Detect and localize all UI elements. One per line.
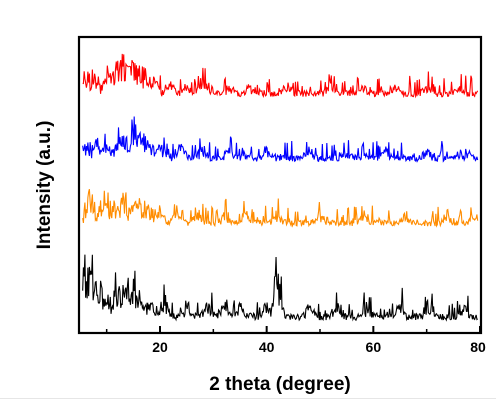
- series-line-2: [82, 116, 479, 163]
- series-layer: [82, 53, 479, 322]
- x-axis-ticks: 20 40 60 80: [105, 326, 486, 355]
- x-tick-label: 60: [366, 339, 382, 355]
- bottom-divider: [0, 398, 496, 399]
- x-axis-label: 2 theta (degree): [209, 374, 350, 395]
- x-tick-label: 80: [470, 339, 486, 355]
- x-tick-label: 20: [152, 339, 168, 355]
- plot-frame: [77, 35, 483, 335]
- series-line-1: [82, 53, 479, 99]
- x-tick-label: 40: [259, 339, 275, 355]
- y-axis-label: Intensity (a.u.): [34, 121, 55, 250]
- series-line-4: [82, 254, 479, 322]
- series-line-3: [82, 188, 479, 228]
